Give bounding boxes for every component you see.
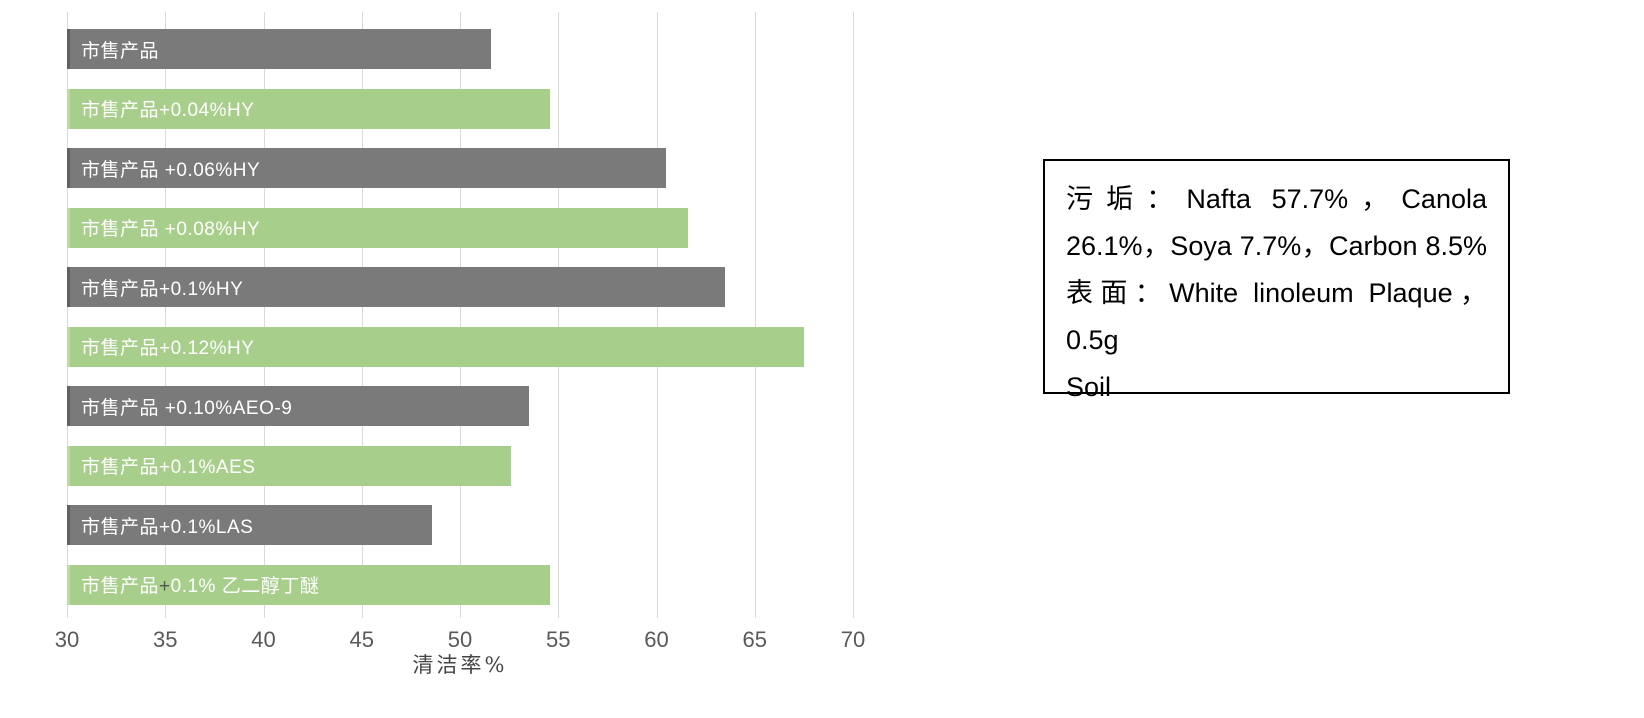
bar-label: 市售产品 +0.06%HY — [81, 159, 261, 181]
x-tick-label-70: 70 — [840, 627, 866, 652]
gridline-40 — [263, 12, 265, 618]
annotation-line: 26.1%，Soya 7.7%，Carbon 8.5% — [1066, 231, 1487, 261]
gridline-60 — [656, 12, 658, 618]
x-tick-label-55: 55 — [546, 627, 571, 652]
bar-label: 市售产品+0.1%HY — [81, 278, 244, 300]
x-tick-label-35: 35 — [153, 627, 178, 652]
x-tick-label-50: 50 — [447, 627, 473, 652]
bar-1: 市售产品 — [67, 29, 492, 69]
bar-label: 市售产品+0.1%LAS — [81, 516, 254, 538]
bar-label: 市售产品 +0.10%AEO-9 — [81, 397, 293, 419]
cleaning-rate-bar-chart: 市售产品市售产品+0.04%HY 市售产品 +0.06%HY 市售产品 +0.08%… — [54, 12, 866, 677]
annotation-line: 污垢：Nafta 57.7%，Canola — [1066, 184, 1487, 214]
plus-sign: + — [159, 576, 171, 597]
bar-6: 市售产品+0.12%HY — [67, 326, 804, 367]
x-axis-title: 清洁率% — [412, 653, 508, 677]
bar-label: 市售产品 +0.08%HY — [81, 219, 261, 240]
bar-7: 市售产品 +0.10%AEO-9 — [67, 386, 529, 426]
gridline-65 — [754, 12, 756, 618]
bar-label: 市售产品+0.1%AES — [81, 457, 256, 478]
x-tick-label-30: 30 — [54, 627, 80, 652]
bar-label: 市售产品+0.04%HY — [81, 100, 255, 121]
annotation-line: Soil — [1066, 372, 1112, 402]
x-tick-label-45: 45 — [349, 627, 374, 652]
bar-2: 市售产品+0.04%HY — [67, 88, 551, 129]
gridline-55 — [558, 12, 560, 618]
x-tick-label-60: 60 — [644, 627, 669, 652]
bar-label: 市售产品+0.1% 乙二醇丁醚 — [81, 576, 320, 597]
bar-label: 市售产品+0.12%HY — [81, 338, 255, 359]
bar-label: 市售产品 — [81, 40, 160, 62]
annotation-box: 污垢：Nafta 57.7%，Canola 26.1%，Soya 7.7%，Ca… — [1043, 159, 1510, 402]
x-tick-label-65: 65 — [742, 627, 767, 652]
annotation-line: 表面：White linoleum Plaque，0.5g — [1066, 278, 1487, 355]
gridline-35 — [165, 12, 167, 618]
bar-5: 市售产品+0.1%HY — [67, 267, 726, 307]
gridline-50 — [460, 12, 461, 618]
bar-9: 市售产品+0.1%LAS — [67, 505, 433, 545]
bar-8: 市售产品+0.1%AES — [67, 445, 512, 486]
gridline-45 — [361, 12, 363, 618]
gridline-30 — [67, 12, 68, 618]
bar-4: 市售产品 +0.08%HY — [67, 207, 688, 248]
gridline-70 — [853, 12, 854, 618]
bar-10: 市售产品+0.1% 乙二醇丁醚 — [67, 564, 551, 605]
x-tick-label-40: 40 — [251, 627, 276, 652]
bar-3: 市售产品 +0.06%HY — [67, 148, 667, 188]
